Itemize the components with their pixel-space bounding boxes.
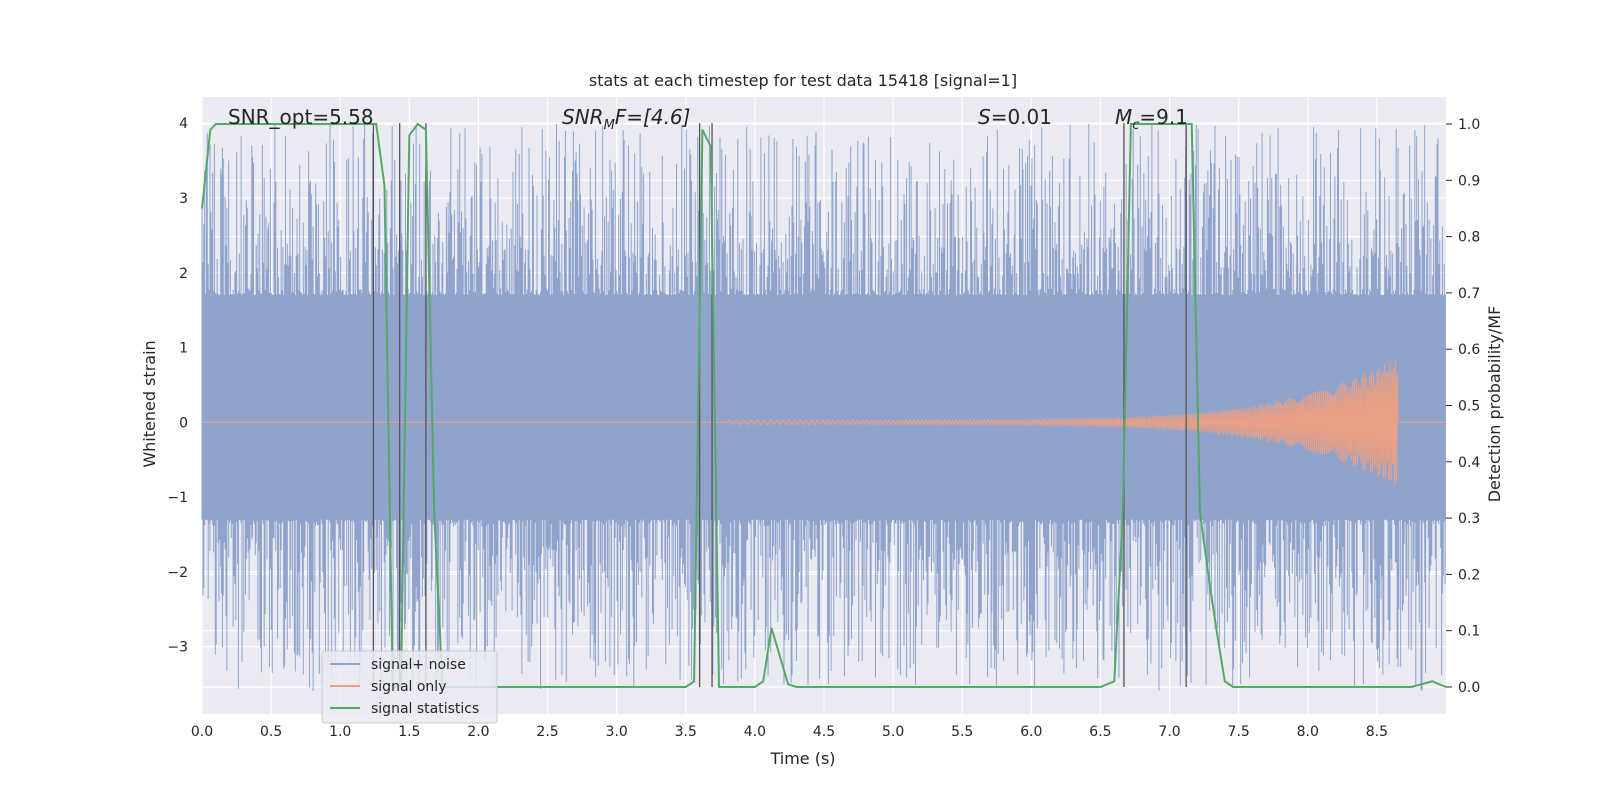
x-tick-label: 6.0 bbox=[1020, 724, 1042, 740]
legend-label-signal-only: signal only bbox=[371, 679, 446, 695]
y-tick-label: 0 bbox=[179, 415, 188, 431]
annotation-snr-mf: SNRMF=[4.6] bbox=[562, 105, 690, 133]
annotation-mc-main: M bbox=[1115, 105, 1132, 129]
y2-tick-label: 0.7 bbox=[1458, 286, 1480, 302]
y2-tick-label: 0.1 bbox=[1458, 624, 1480, 640]
series-signal-statistics bbox=[201, 122, 1447, 688]
signal-statistics-line bbox=[201, 122, 1447, 688]
noise-spikes bbox=[201, 123, 1446, 691]
signal-only-line bbox=[201, 358, 1446, 485]
series-signal-noise bbox=[201, 123, 1446, 691]
x-tick-label: 1.0 bbox=[329, 724, 351, 740]
x-tick-label: 5.5 bbox=[951, 724, 973, 740]
chart-title: stats at each timestep for test data 154… bbox=[589, 71, 1017, 90]
annotation-s: S=0.01 bbox=[978, 105, 1052, 129]
y2-tick-label: 0.9 bbox=[1458, 173, 1480, 189]
x-tick-label: 1.5 bbox=[398, 724, 420, 740]
x-tick-label: 4.0 bbox=[744, 724, 766, 740]
y2-tick-label: 0.8 bbox=[1458, 230, 1480, 246]
y2-tick-label: 0.5 bbox=[1458, 399, 1480, 415]
y-tick-label: 2 bbox=[179, 266, 188, 282]
x-tick-label: 8.5 bbox=[1366, 724, 1388, 740]
y-tick-label: 1 bbox=[179, 341, 188, 357]
x-tick-label: 2.0 bbox=[467, 724, 489, 740]
y2-tick-label: 0.0 bbox=[1458, 680, 1480, 696]
y-tick-label: −1 bbox=[167, 490, 188, 506]
annotation-snr-mf-main: SNR bbox=[562, 105, 604, 129]
y-tick-label: 3 bbox=[179, 191, 188, 207]
x-tick-label: 3.5 bbox=[675, 724, 697, 740]
y2-tick-label: 0.3 bbox=[1458, 511, 1480, 527]
annotation-mc: Mc=9.1 bbox=[1115, 105, 1188, 133]
x-tick-label: 4.5 bbox=[813, 724, 835, 740]
y-axis-ticks: 4 3 2 1 0 −1 −2 −3 bbox=[167, 116, 188, 656]
x-tick-label: 8.0 bbox=[1297, 724, 1319, 740]
x-tick-label: 7.0 bbox=[1158, 724, 1180, 740]
x-tick-label: 0.5 bbox=[260, 724, 282, 740]
annotation-snr-mf-sub: M bbox=[604, 118, 615, 133]
y2-tick-label: 0.4 bbox=[1458, 455, 1480, 471]
y2-tick-label: 1.0 bbox=[1458, 117, 1480, 133]
y2-tick-label: 0.6 bbox=[1458, 342, 1480, 358]
y-axis-label: Whitened strain bbox=[140, 340, 159, 467]
y-tick-label: −2 bbox=[167, 565, 188, 581]
y2-axis-ticks: 1.0 0.9 0.8 0.7 0.6 0.5 0.4 0.3 0.2 0.1 0.0 bbox=[1446, 117, 1480, 696]
y-tick-label: 4 bbox=[179, 116, 188, 132]
annotation-mc-rest: =9.1 bbox=[1139, 105, 1188, 129]
x-axis-label: Time (s) bbox=[769, 749, 835, 768]
x-tick-label: 2.5 bbox=[536, 724, 558, 740]
annotation-snr-opt: SNR_opt=5.58 bbox=[228, 105, 374, 129]
annotation-mc-sub: c bbox=[1132, 118, 1139, 133]
x-axis-ticks: 0.0 0.5 1.0 1.5 2.0 2.5 3.0 3.5 4.0 4.5 5.0 5.5 6.0 6… bbox=[191, 724, 1388, 740]
legend-label-signal-noise: signal+ noise bbox=[371, 657, 466, 673]
annotation-s-var: S bbox=[978, 105, 991, 129]
x-tick-label: 3.0 bbox=[606, 724, 628, 740]
x-tick-label: 6.5 bbox=[1089, 724, 1111, 740]
series-signal-only bbox=[201, 358, 1446, 485]
legend: signal+ noise signal only signal statist… bbox=[321, 650, 498, 724]
legend-label-signal-statistics: signal statistics bbox=[371, 701, 479, 717]
annotation-snr-mf-rest: F=[4.6] bbox=[615, 105, 691, 129]
y2-tick-label: 0.2 bbox=[1458, 567, 1480, 583]
x-tick-label: 0.0 bbox=[191, 724, 213, 740]
legend-box bbox=[321, 650, 498, 724]
x-tick-label: 5.0 bbox=[882, 724, 904, 740]
annotation-s-rest: =0.01 bbox=[991, 105, 1052, 129]
y2-axis-label: Detection probability/MF bbox=[1485, 306, 1504, 503]
x-tick-label: 7.5 bbox=[1228, 724, 1250, 740]
y-tick-label: −3 bbox=[167, 640, 188, 656]
